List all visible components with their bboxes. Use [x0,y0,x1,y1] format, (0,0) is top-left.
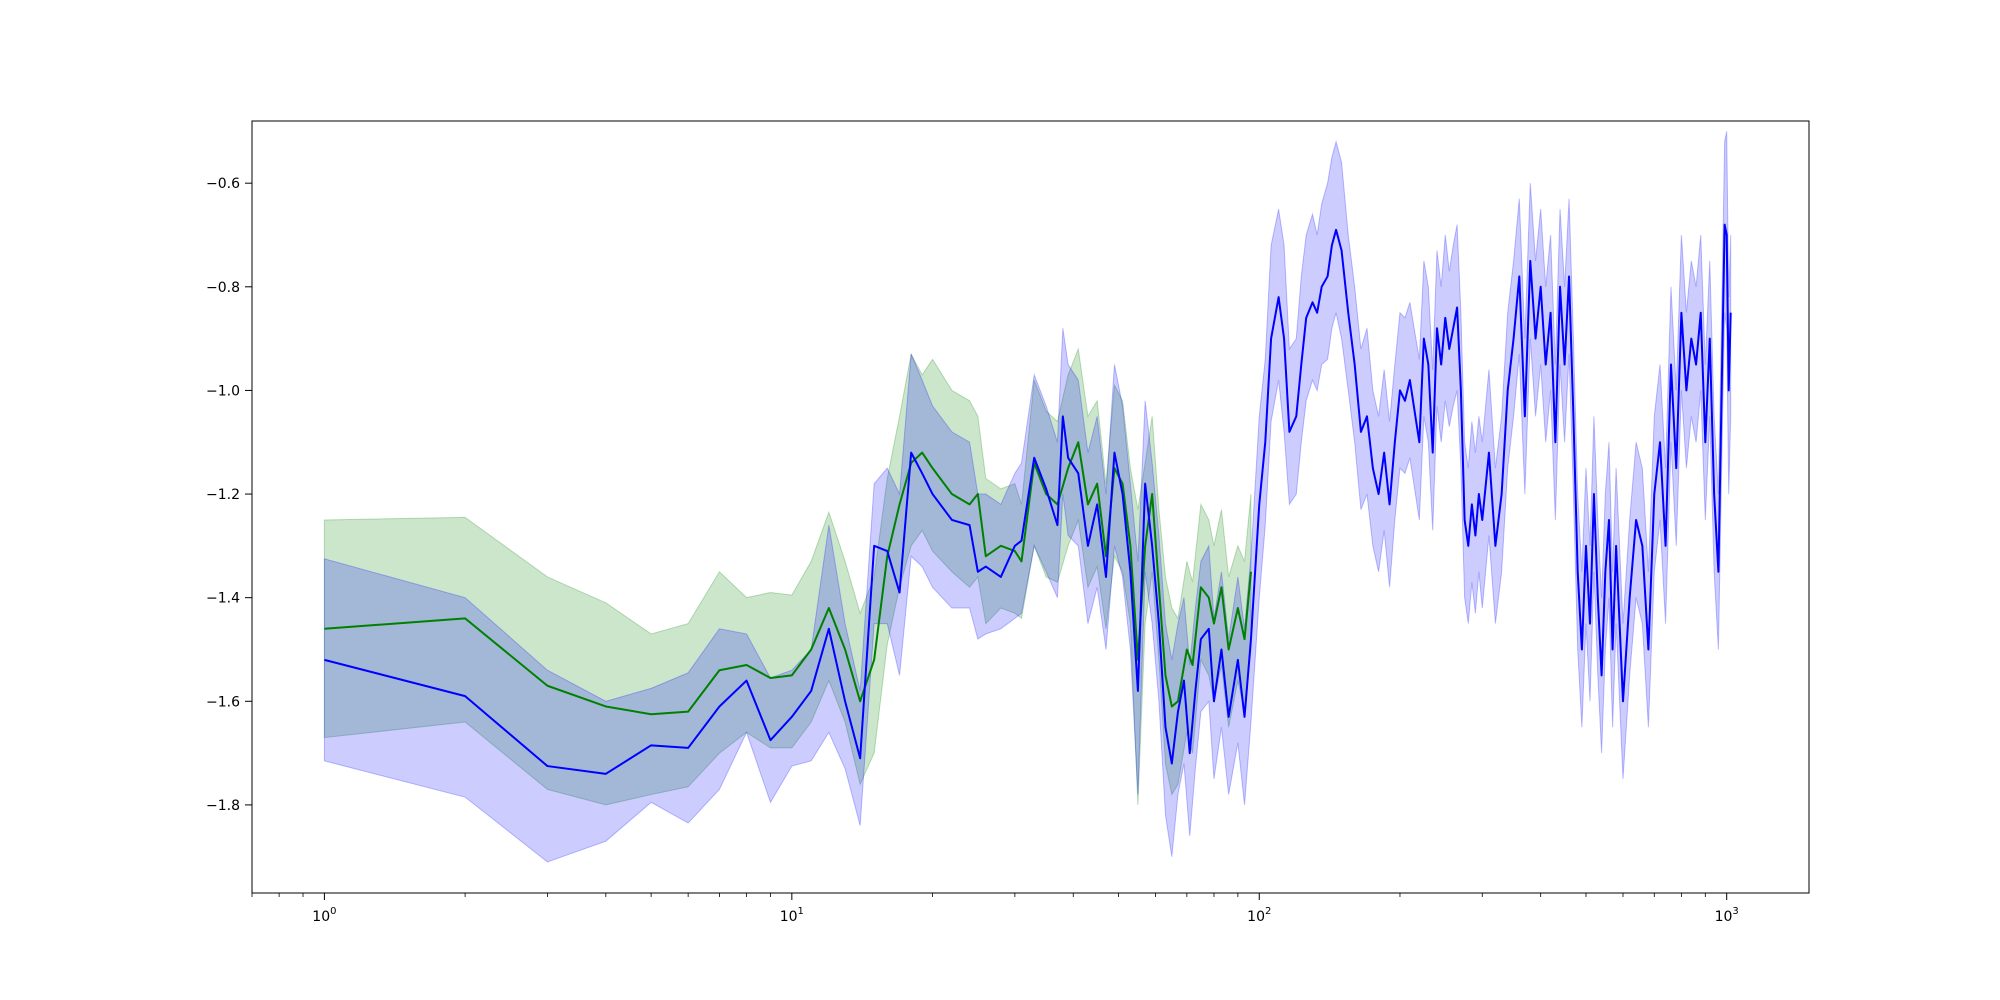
x-tick-exponent: 1 [798,906,804,917]
x-tick-label: 100 [312,906,336,925]
x-tick-base: 10 [1715,909,1733,925]
line-series-2 [324,223,1732,775]
y-tick-label: −0.8 [206,280,240,296]
x-tick-exponent: 0 [330,906,336,917]
x-tick-exponent: 2 [1265,906,1271,917]
x-tick-base: 10 [1247,909,1265,925]
series-lines [324,223,1732,775]
plot-frame [251,120,1810,894]
x-tick-base: 10 [312,909,330,925]
y-tick-label: −1.2 [206,487,240,503]
x-tick-label: 101 [780,906,804,925]
y-tick-label: −1.4 [206,591,240,607]
x-axis: 100 101 102 103 [251,893,1739,925]
x-tick-exponent: 3 [1732,906,1738,917]
x-tick-label: 103 [1715,906,1739,925]
y-tick-label: −1.6 [206,694,240,710]
x-tick-base: 10 [780,909,798,925]
y-axis: −1.8 −1.6 −1.4 −1.2 −1.0 −0.8 −0.6 [206,176,252,814]
y-tick-label: −1.8 [206,798,240,814]
x-tick-label: 102 [1247,906,1271,925]
y-tick-label: −0.6 [206,176,240,192]
y-tick-label: −1.0 [206,383,240,399]
